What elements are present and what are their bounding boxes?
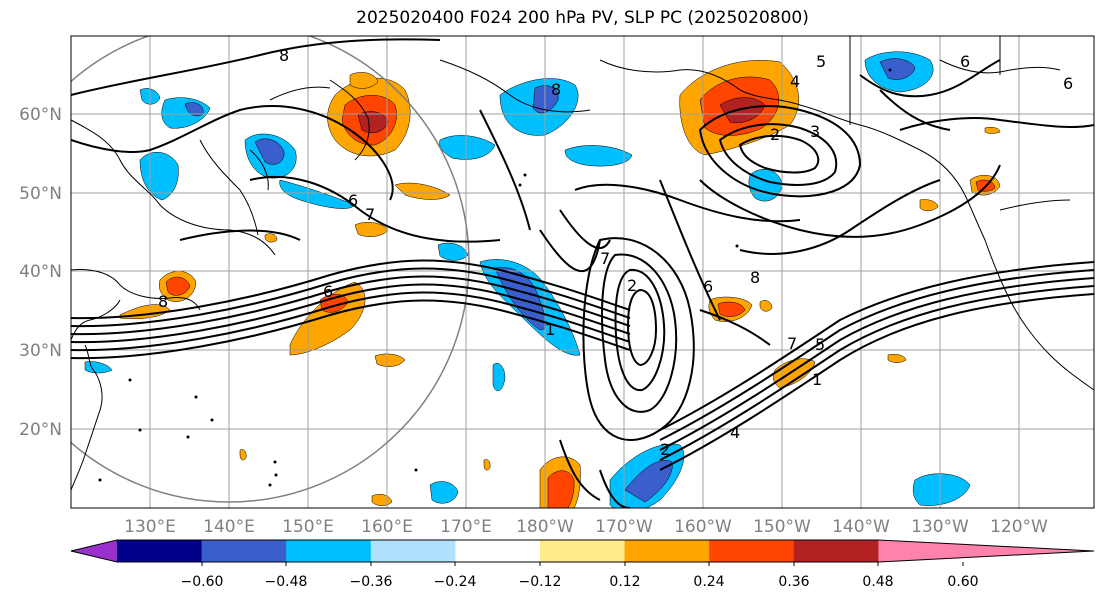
contour-label: 7 — [365, 205, 375, 224]
colorbar-segment — [370, 540, 456, 562]
colorbar-tick-labels: −0.60 −0.48 −0.36 −0.24 −0.12 0.12 0.24 … — [181, 574, 979, 590]
lon-label: 150°E — [282, 517, 334, 537]
colorbar-tick-label: −0.48 — [265, 574, 308, 590]
colorbar-extend-high — [878, 540, 1094, 562]
map-title: 2025020400 F024 200 hPa PV, SLP PC (2025… — [356, 8, 809, 28]
colorbar-segment — [117, 540, 203, 562]
lat-label: 50°N — [19, 184, 62, 204]
contour-label: 6 — [703, 277, 713, 296]
colorbar-segment — [286, 540, 372, 562]
colorbar-tick-label: 0.12 — [609, 574, 640, 590]
contour-label: 6 — [348, 191, 358, 210]
colorbar-tick-label: −0.24 — [434, 574, 477, 590]
colorbar-segment — [709, 540, 795, 562]
colorbar-extend-low — [71, 540, 117, 562]
contour-label: 4 — [730, 423, 740, 442]
colorbar-segment — [201, 540, 287, 562]
map-panel: 8 5 4 3 2 6 6 8 6 7 7 2 6 8 7 5 1 4 2 1 … — [71, 36, 1094, 508]
lon-label: 160°E — [361, 517, 413, 537]
colorbar-tick-label: −0.36 — [350, 574, 393, 590]
longitude-labels: 130°E 140°E 150°E 160°E 170°E 180°W 170°… — [124, 517, 1048, 537]
lon-label: 160°W — [674, 517, 732, 537]
lon-label: 140°W — [832, 517, 890, 537]
colorbar-segment — [793, 540, 879, 562]
contour-label: 3 — [810, 122, 820, 141]
contour-label: 2 — [627, 276, 637, 295]
lat-label: 60°N — [19, 105, 62, 125]
island-dots — [98, 68, 892, 487]
contour-label: 7 — [787, 334, 797, 353]
contour-label: 8 — [750, 268, 760, 287]
lon-label: 140°E — [203, 517, 255, 537]
colorbar — [70, 539, 1095, 566]
contour-label: 1 — [812, 370, 822, 389]
lon-label: 120°W — [990, 517, 1048, 537]
colorbar-segment — [455, 540, 541, 562]
contour-label: 2 — [770, 125, 780, 144]
lon-label: 180°W — [516, 517, 574, 537]
lon-label: 130°W — [911, 517, 969, 537]
radius-circle — [71, 36, 470, 503]
latitude-labels: 60°N 50°N 40°N 30°N 20°N — [19, 105, 62, 440]
contour-label: 7 — [600, 249, 610, 268]
contour-label: 6 — [960, 52, 970, 71]
coastlines — [71, 36, 1094, 491]
lon-label: 130°E — [124, 517, 176, 537]
contour-label: 5 — [815, 335, 825, 354]
contour-label: 8 — [551, 80, 561, 99]
lat-label: 40°N — [19, 262, 62, 282]
lat-label: 20°N — [19, 420, 62, 440]
contour-labels: 8 5 4 3 2 6 6 8 6 7 7 2 6 8 7 5 1 4 2 1 … — [158, 46, 1073, 459]
contour-label: 1 — [545, 320, 555, 339]
colorbar-tick-label: −0.12 — [519, 574, 562, 590]
contour-label: 8 — [279, 46, 289, 65]
contour-label: 8 — [158, 292, 168, 311]
contour-label: 5 — [816, 52, 826, 71]
lat-label: 30°N — [19, 341, 62, 361]
contour-label: 4 — [790, 72, 800, 91]
colorbar-tick-label: −0.60 — [181, 574, 224, 590]
colorbar-segment — [624, 540, 710, 562]
lon-label: 170°E — [440, 517, 492, 537]
contour-label: 6 — [1063, 74, 1073, 93]
contour-label: 6 — [323, 282, 333, 301]
map-frame — [70, 35, 1095, 509]
lon-label: 150°W — [753, 517, 811, 537]
contour-label: 2 — [660, 440, 670, 459]
colorbar-tick-label: 0.36 — [778, 574, 809, 590]
colorbar-tick-label: 0.60 — [947, 574, 978, 590]
lon-label: 170°W — [595, 517, 653, 537]
colorbar-segment — [540, 540, 626, 562]
colorbar-tick-label: 0.48 — [862, 574, 893, 590]
colorbar-tick-label: 0.24 — [693, 574, 724, 590]
slp-contours — [71, 38, 1094, 508]
colorbar-outline — [70, 539, 1095, 563]
